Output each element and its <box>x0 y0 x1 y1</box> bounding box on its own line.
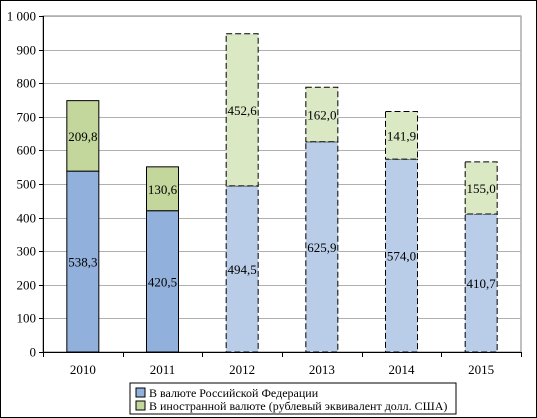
data-label: 209,8 <box>68 129 97 144</box>
y-tick-label: 400 <box>17 211 37 226</box>
data-label: 130,6 <box>148 182 178 197</box>
data-label: 141,9 <box>387 128 416 143</box>
data-label: 410,7 <box>467 276 497 291</box>
y-tick-label: 500 <box>17 177 37 192</box>
x-tick-label: 2010 <box>70 362 96 377</box>
bar-segment <box>146 166 179 212</box>
data-label: 155,0 <box>467 181 496 196</box>
bar-segment <box>225 33 259 187</box>
bar-segment <box>225 185 259 353</box>
x-tick-label: 2014 <box>389 362 416 377</box>
y-tick-label: 600 <box>17 143 37 158</box>
y-tick-label: 300 <box>17 244 37 259</box>
legend-swatch <box>135 387 146 398</box>
y-tick-label: 900 <box>17 43 37 58</box>
data-label: 494,5 <box>228 262 257 277</box>
data-label: 420,5 <box>148 274 177 289</box>
y-tick-label: 100 <box>17 311 37 326</box>
legend-entry: В иностранной валюте (рублевый эквивален… <box>149 399 447 413</box>
bar-segment <box>385 158 418 353</box>
data-label: 538,3 <box>68 255 97 270</box>
bar-segment <box>464 213 498 353</box>
x-tick-label: 2013 <box>309 362 335 377</box>
bar-segment <box>385 110 418 160</box>
bar-segment <box>146 210 179 353</box>
bar-segment <box>66 100 100 172</box>
x-tick-label: 2011 <box>150 362 176 377</box>
legend-swatch <box>135 400 146 411</box>
bar-segment <box>305 141 339 353</box>
y-tick-label: 700 <box>17 110 37 125</box>
legend-entry: В валюте Российской Федерации <box>149 386 319 400</box>
data-label: 452,6 <box>228 103 258 118</box>
x-tick-label: 2012 <box>229 362 255 377</box>
legend-box <box>129 382 457 415</box>
bar-segment <box>305 86 339 143</box>
data-label: 574,0 <box>387 249 416 264</box>
y-tick-label: 200 <box>17 278 37 293</box>
data-label: 162,0 <box>307 107 336 122</box>
y-tick-label: 800 <box>17 76 37 91</box>
y-tick-label: 0 <box>30 345 37 360</box>
y-tick-label: 1 000 <box>7 9 36 24</box>
bar-segment <box>464 161 498 215</box>
bar-segment <box>66 170 100 353</box>
x-tick-label: 2015 <box>468 362 494 377</box>
data-label: 625,9 <box>307 240 336 255</box>
